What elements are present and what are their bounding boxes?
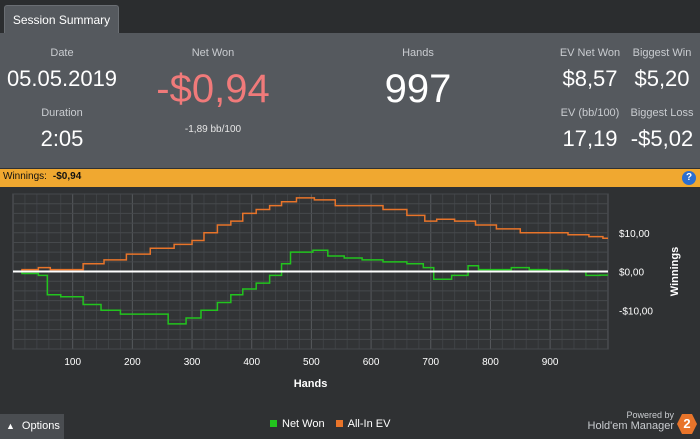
- x-tick-label: 900: [542, 357, 559, 368]
- options-label: Options: [21, 420, 60, 432]
- legend-all-in-ev: All-In EV: [335, 418, 391, 430]
- brand-name: Hold'em Manager: [587, 420, 674, 432]
- net-won-bb100: -1,89 bb/100: [184, 124, 242, 135]
- x-tick-label: 100: [64, 357, 81, 368]
- x-tick-label: 600: [363, 357, 380, 368]
- series-line-all-in-ev: [13, 197, 608, 273]
- winnings-chart: 100 200 300 400 500 600 700 800 900 $10,00 $0,00 -$…: [0, 187, 700, 410]
- brand: Powered by Hold'em Manager: [588, 410, 674, 432]
- x-tick-label: 800: [482, 357, 499, 368]
- biggest-win-value: $5,20: [634, 66, 690, 91]
- series-line-net-won: [13, 249, 608, 325]
- hem2-logo-icon: 2: [677, 414, 697, 434]
- winnings-chart-svg: 100 200 300 400 500 600 700 800 900 $10,00 $0,00 -$…: [12, 193, 681, 390]
- x-tick-label: 400: [243, 357, 260, 368]
- duration-value: 2:05: [40, 126, 84, 151]
- winnings-value: -$0,94: [52, 171, 82, 182]
- x-tick-label: 300: [184, 357, 201, 368]
- options-button[interactable]: ▲ Options: [0, 414, 64, 439]
- date-label: Date: [50, 47, 74, 59]
- winnings-bar: Winnings: -$0,94 ?: [0, 169, 700, 187]
- winnings-label: Winnings:: [3, 171, 47, 182]
- y-tick-label: $0,00: [619, 268, 644, 279]
- chart-legend: Net Won All-In EV: [270, 418, 398, 430]
- powered-by-text: Powered by: [626, 410, 674, 420]
- net-won-label: Net Won: [191, 47, 235, 59]
- x-tick-label: 200: [124, 357, 141, 368]
- date-value: 05.05.2019: [6, 66, 118, 91]
- help-icon[interactable]: ?: [682, 171, 696, 185]
- x-tick-label: 500: [303, 357, 320, 368]
- y-tick-label: -$10,00: [619, 306, 653, 317]
- session-summary-panel: Date 05.05.2019 Duration 2:05 Net Won -$…: [0, 33, 700, 168]
- y-tick-label: $10,00: [619, 229, 650, 240]
- legend-label-net-won: Net Won: [282, 418, 325, 430]
- legend-swatch-all-in-ev: [335, 420, 343, 427]
- legend-label-all-in-ev: All-In EV: [347, 418, 391, 430]
- y-axis-label: Winnings: [669, 247, 681, 296]
- x-tick-label: 700: [422, 357, 439, 368]
- tab-bar: Session Summary: [0, 0, 700, 33]
- hands-label: Hands: [402, 47, 434, 59]
- winnings-text: Winnings: -$0,94: [3, 171, 81, 182]
- caret-up-icon: ▲: [6, 421, 15, 431]
- biggest-loss-value: -$5,02: [630, 126, 694, 151]
- net-won-value: -$0,94: [156, 67, 270, 111]
- ev-bb100-label: EV (bb/100): [560, 107, 620, 119]
- legend-net-won: Net Won: [270, 418, 325, 430]
- ev-net-won-value: $8,57: [562, 66, 618, 91]
- ev-bb100-value: 17,19: [562, 126, 618, 151]
- bottom-bar: ▲ Options Net Won All-In EV Powered by Ho…: [0, 410, 700, 439]
- duration-label: Duration: [41, 107, 83, 119]
- legend-swatch-net-won: [270, 420, 277, 427]
- hands-value: 997: [384, 67, 452, 111]
- tab-session-summary[interactable]: Session Summary: [4, 5, 119, 33]
- biggest-win-label: Biggest Win: [632, 47, 692, 59]
- ev-net-won-label: EV Net Won: [559, 47, 621, 59]
- x-axis-label: Hands: [294, 378, 328, 390]
- biggest-loss-label: Biggest Loss: [630, 107, 694, 119]
